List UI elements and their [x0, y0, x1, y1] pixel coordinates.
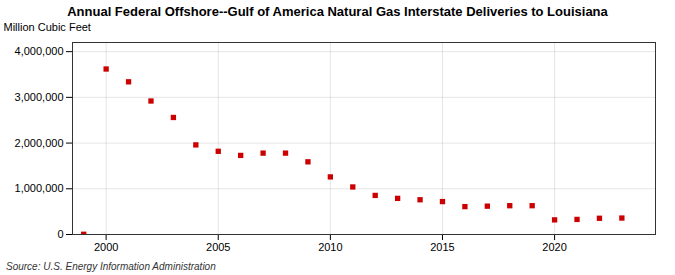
svg-text:2015: 2015 — [430, 241, 454, 253]
svg-text:2005: 2005 — [206, 241, 230, 253]
svg-text:0: 0 — [57, 228, 63, 240]
svg-text:1,000,000: 1,000,000 — [15, 182, 64, 194]
svg-text:2000: 2000 — [94, 241, 118, 253]
svg-text:2,000,000: 2,000,000 — [15, 137, 64, 149]
svg-text:2020: 2020 — [542, 241, 566, 253]
svg-text:4,000,000: 4,000,000 — [15, 45, 64, 57]
svg-text:Million Cubic Feet: Million Cubic Feet — [4, 21, 91, 33]
html-text:Annual Federal Offshore--Gulf: Annual Federal Offshore--Gulf of America… — [67, 4, 608, 19]
svg-text:3,000,000: 3,000,000 — [15, 91, 64, 103]
svg-text:2010: 2010 — [318, 241, 342, 253]
html-text:Source: U.S. Energy Informatio: Source: U.S. Energy Information Administ… — [6, 261, 216, 272]
